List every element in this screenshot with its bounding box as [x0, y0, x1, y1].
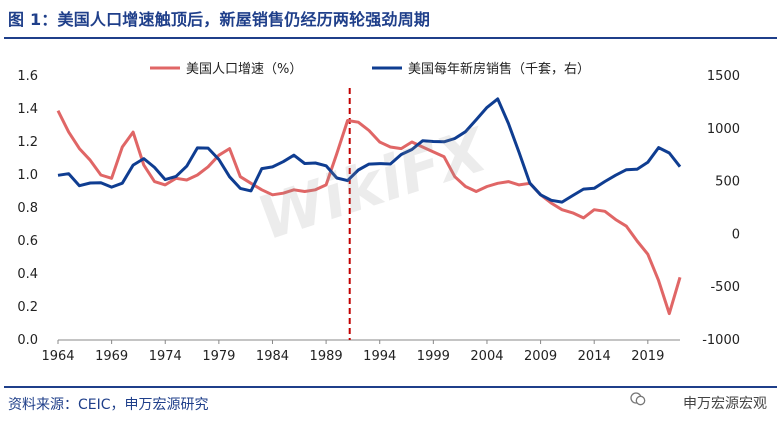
x-tick-label: 1964 — [41, 349, 74, 364]
source-note: 资料来源：CEIC，申万宏源研究 — [8, 397, 209, 413]
legend: 美国人口增速（%） 美国每年新房销售（千套，右） — [150, 61, 590, 77]
y-left-tick-label: 0.6 — [17, 234, 38, 249]
legend-label: 美国人口增速（%） — [186, 62, 302, 77]
x-tick-label: 2019 — [631, 349, 664, 364]
top-divider — [4, 37, 777, 39]
y-left-tick-label: 1.0 — [17, 168, 38, 183]
x-tick-label: 1974 — [149, 349, 182, 364]
y-left-tick-label: 1.6 — [17, 69, 38, 84]
axes: 0.0 0.2 0.4 0.6 0.8 1.0 1.2 1.4 1.6 -1000 -500 0 500… — [17, 69, 740, 364]
y-right-tick-label: 0 — [732, 227, 740, 242]
series-group — [56, 97, 682, 316]
x-tick-label: 1999 — [417, 349, 450, 364]
y-left-tick-label: 1.4 — [17, 102, 38, 117]
new-home-sales-line — [57, 97, 682, 204]
y-right-tick-label: 1000 — [707, 122, 740, 137]
x-tick-label: 2009 — [524, 349, 557, 364]
y-left-tick-label: 0.0 — [17, 333, 38, 348]
line-chart: 0.0 0.2 0.4 0.6 0.8 1.0 1.2 1.4 1.6 -1000 -500 0 500… — [17, 61, 740, 364]
y-left-tick-label: 0.8 — [17, 201, 38, 216]
legend-label: 美国每年新房销售（千套，右） — [408, 61, 590, 77]
x-tick-label: 1994 — [363, 349, 396, 364]
chart-title: 图 1：美国人口增速触顶后，新屋销售仍经历两轮强劲周期 — [8, 10, 431, 29]
bottom-divider — [4, 386, 777, 388]
y-right-tick-label: -500 — [710, 280, 740, 295]
wechat-icon — [630, 392, 646, 406]
y-right-tick-label: -1000 — [702, 333, 740, 348]
x-tick-label: 1989 — [310, 349, 343, 364]
y-left-tick-label: 0.4 — [17, 267, 38, 282]
y-left-tick-label: 0.2 — [17, 300, 38, 315]
x-tick-label: 2004 — [470, 349, 503, 364]
x-tick-label: 1984 — [256, 349, 289, 364]
y-right-tick-label: 1500 — [707, 69, 740, 84]
y-right-tick-label: 500 — [715, 175, 740, 190]
x-tick-label: 1969 — [95, 349, 128, 364]
population-growth-line — [56, 110, 682, 316]
y-left-tick-label: 1.2 — [17, 135, 38, 150]
x-tick-label: 1979 — [202, 349, 235, 364]
brand-name: 申万宏源宏观 — [683, 396, 767, 412]
x-tick-label: 2014 — [578, 349, 611, 364]
